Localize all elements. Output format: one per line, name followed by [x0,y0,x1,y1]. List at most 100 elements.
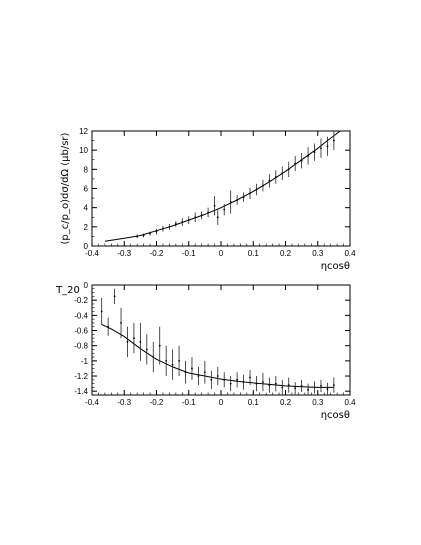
data-point [194,216,197,219]
axis-ticks: -0.4 -0.3 -0.2 -0.1 0 0.1 0.2 0.3 0.4 0 2 4 6 8 10 12 [79,127,356,258]
data-point [207,211,210,214]
data-point [178,359,180,362]
x-tick-label: 0.4 [344,398,356,407]
data-point [113,295,116,298]
x-axis-label: ηcosθ [321,410,350,421]
data-point [313,151,316,153]
x-tick-label: -0.2 [150,398,164,407]
data-point [242,196,245,199]
data-point [187,219,190,222]
data-point [152,356,155,358]
data-point [281,386,284,389]
data-point [165,359,168,362]
x-axis-label: ηcosθ [321,261,350,272]
x-tick-label: -0.3 [117,249,131,258]
x-tick-label: 0 [219,249,224,258]
y-tick-label: 4 [84,204,89,213]
fit-curve [101,323,334,388]
data-point [300,384,303,387]
data-point [229,382,232,385]
data-point [242,381,245,384]
data-point [255,382,258,385]
data-point [197,375,200,377]
data-point [107,325,110,328]
data-point [255,188,258,191]
data-point [332,139,335,142]
data-point [181,221,184,223]
data-point [136,235,139,238]
data-point [216,375,219,377]
data-point [191,367,193,370]
data-point [249,192,251,195]
y-tick-label: 8 [84,165,89,174]
data-point [326,388,329,390]
x-tick-label: 0.2 [280,398,292,407]
x-tick-label: 0 [219,398,224,407]
data-point [216,216,219,219]
data-point [168,225,171,228]
data-point [100,310,103,313]
data-point [139,340,142,343]
data-point [149,232,151,235]
cross-section-panel: -0.4 -0.3 -0.2 -0.1 0 0.1 0.2 0.3 0.4 0 2 4 6 8 10 12 η… [60,127,356,272]
data-point [262,381,264,384]
data-point [332,384,335,387]
data-point [313,386,316,389]
y-tick-label: -0.8 [74,342,88,351]
data-point [174,223,177,225]
x-tick-label: -0.4 [85,249,99,258]
data-point [236,199,239,201]
data-point [300,159,303,162]
x-tick-label: 0.3 [312,249,324,258]
data-point [155,230,158,233]
y-tick-label: 12 [79,127,88,136]
data-point [200,214,203,217]
y-tick-label: 0 [84,281,89,290]
data-point [158,344,161,347]
y-tick-label: -1.4 [74,387,88,396]
y-tick-label: -1 [81,357,89,366]
data-point [162,227,164,230]
axis-ticks: -0.4 -0.3 -0.2 -0.1 0 0.1 0.2 0.3 0.4 0 -0.2 -0.4 -0… [74,281,356,407]
t20-panel: -0.4 -0.3 -0.2 -0.1 0 0.1 0.2 0.3 0.4 0 -0.2 -0.4 -0… [55,281,356,421]
data-point [262,184,264,187]
x-tick-label: 0.1 [248,398,260,407]
plot-frame [91,130,351,247]
data-point [274,176,277,178]
data-point [142,234,145,237]
y-tick-label: -0.6 [74,327,88,336]
y-axis-label: (p_c/p_o)dσ/dΩ (μb/sr) [60,132,71,244]
y-tick-label: -1.2 [74,372,88,381]
data-point [145,348,148,351]
y-tick-label: 0 [84,242,89,251]
data-point [268,384,271,387]
data-point [294,162,297,165]
data-point [223,378,226,381]
x-tick-label: 0.1 [248,249,260,258]
x-tick-label: 0.2 [280,249,292,258]
y-tick-label: 6 [84,185,89,194]
data-point [320,147,322,150]
x-tick-label: -0.4 [85,398,99,407]
x-tick-label: 0.3 [312,398,324,407]
data-point [133,337,135,340]
y-tick-label: 10 [79,146,88,155]
data-point [203,371,206,374]
y-tick-label: -0.4 [74,311,88,320]
x-tick-label: -0.1 [182,249,196,258]
data-point [287,384,290,387]
x-tick-label: -0.2 [150,249,164,258]
data-point [120,322,122,324]
data-point [184,371,187,374]
data-point [268,179,271,182]
x-tick-label: 0.4 [344,249,356,258]
x-tick-label: -0.1 [182,398,196,407]
data-points [100,288,335,395]
data-point [320,384,322,387]
data-point [294,387,297,390]
data-point [223,208,226,211]
fit-curve [104,130,341,242]
data-point [307,388,309,391]
data-point [287,168,290,171]
